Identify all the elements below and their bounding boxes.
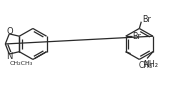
Text: O: O [6, 27, 13, 36]
Text: Br: Br [133, 32, 141, 41]
Text: N: N [7, 52, 13, 61]
Text: NH₂: NH₂ [143, 60, 158, 69]
Text: CH₂CH₃: CH₂CH₃ [10, 61, 33, 66]
Text: Br: Br [142, 15, 151, 24]
Text: CH₃: CH₃ [139, 61, 153, 70]
